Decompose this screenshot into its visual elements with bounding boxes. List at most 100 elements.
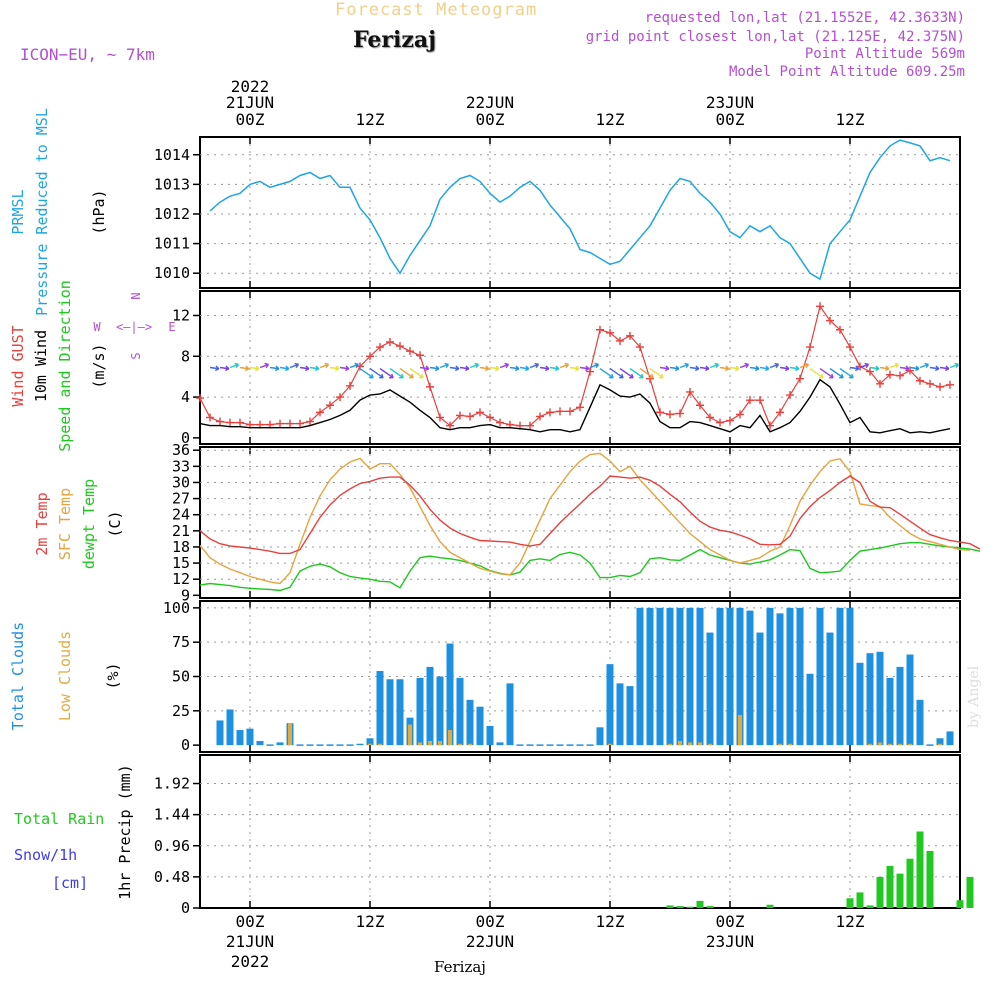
wind-arrowhead — [609, 373, 614, 379]
wind-arrowhead — [525, 365, 530, 372]
wind-arrow — [599, 367, 614, 379]
wind-arrowhead — [755, 365, 760, 372]
total-clouds-bar — [766, 607, 774, 746]
wind-arrowhead — [735, 365, 740, 372]
total-clouds-bar — [596, 727, 604, 746]
gust-marker — [886, 370, 894, 379]
wind-arrow — [359, 367, 374, 379]
total-clouds-bar — [486, 725, 494, 746]
wind-label-2: Speed and Direction — [56, 280, 74, 452]
y-tick-label: 1012 — [154, 205, 190, 223]
wind-arrowhead — [885, 365, 890, 372]
gust-marker — [936, 382, 944, 391]
rain-bar — [886, 865, 894, 908]
gust-marker — [276, 419, 284, 428]
gust-marker — [386, 338, 394, 346]
wind-arrowhead — [255, 365, 260, 372]
total-clouds-bar — [456, 677, 464, 746]
gust-marker — [916, 376, 924, 385]
total-clouds-bar — [726, 607, 734, 746]
wind-arrow — [419, 366, 430, 370]
wind-arrow — [859, 363, 869, 369]
gust-marker — [366, 352, 374, 361]
rain-bar — [846, 898, 854, 908]
total-clouds-bar — [816, 607, 824, 746]
y-tick-label: 1013 — [154, 175, 190, 193]
total-clouds-bar — [626, 686, 634, 746]
wind-arrow — [769, 363, 779, 369]
rain-axis-label: 1hr Precip (mm) — [116, 764, 134, 899]
gust-marker — [696, 401, 704, 410]
y-tick-label: 0 — [181, 429, 190, 447]
total-clouds-bar — [896, 666, 904, 746]
gust-marker — [566, 407, 574, 416]
y-tick-label: 36 — [172, 441, 190, 459]
low-clouds-bar — [608, 743, 612, 746]
gust-marker — [486, 413, 494, 422]
low-clouds-bar — [288, 723, 292, 746]
wind-arrow — [719, 366, 730, 370]
date-label-top: 23JUN — [706, 93, 754, 112]
total-clouds-bar — [646, 607, 654, 746]
wind-arrow — [269, 366, 280, 370]
clouds-label-1: Low Clouds — [56, 631, 74, 721]
wind-arrow — [579, 366, 590, 370]
low-clouds-bar — [698, 742, 702, 746]
wind-arrow — [489, 366, 500, 370]
y-tick-label: 1.92 — [154, 775, 190, 793]
y-tick-label: 21 — [172, 522, 190, 540]
total-clouds-bar — [946, 731, 954, 746]
wind-arrow — [699, 366, 710, 370]
total-clouds-bar — [836, 607, 844, 746]
gust-marker — [476, 408, 484, 417]
wind-arrow — [639, 367, 654, 379]
wind-arrow — [349, 363, 359, 369]
prmsl-label-1: Pressure Reduced to MSL — [33, 108, 51, 316]
total-clouds-bar — [866, 653, 874, 746]
y-tick-label: 24 — [172, 506, 190, 524]
wind-arrowhead — [954, 362, 960, 369]
total-clouds-bar — [506, 683, 514, 746]
date-label-bottom: 21JUN — [226, 932, 274, 951]
low-clouds-bar — [708, 743, 712, 746]
wind-arrow — [669, 366, 680, 370]
wind-label-0: Wind GUST — [9, 325, 27, 406]
gust-marker — [626, 331, 634, 340]
total-clouds-bar — [386, 679, 394, 746]
rain-bar — [926, 850, 934, 908]
wind-arrow — [649, 367, 664, 379]
x-tick-label-top: 00Z — [716, 110, 745, 129]
wind-arrowhead — [665, 365, 670, 372]
rain-bar — [706, 906, 714, 908]
wind-arrow — [369, 367, 384, 379]
wind-arrowhead — [839, 373, 844, 379]
date-label-bottom: 22JUN — [466, 932, 514, 951]
y-tick-label: 4 — [181, 388, 190, 406]
y-tick-label: 15 — [172, 554, 190, 572]
rain-side-label-1: Snow/1h — [14, 846, 77, 864]
temp2m-line — [199, 475, 981, 555]
gust-marker — [816, 302, 824, 311]
gust-marker — [946, 380, 954, 389]
wind-arrowhead — [819, 373, 824, 379]
wind-speed-line — [199, 378, 951, 434]
rain-bar — [906, 858, 914, 908]
footer-location: Ferizaj — [434, 958, 486, 976]
wind-arrow — [919, 363, 929, 369]
gust-marker — [546, 408, 554, 417]
y-tick-label: 0.96 — [154, 837, 190, 855]
wind-arrowhead — [905, 365, 910, 372]
total-clouds-bar — [476, 706, 484, 746]
wind-arrow — [899, 366, 910, 370]
gust-marker — [616, 336, 624, 345]
wind-arrow — [839, 367, 854, 379]
wind-arrowhead — [915, 365, 920, 372]
rain-bar — [966, 876, 974, 908]
y-tick-label: 27 — [172, 490, 190, 508]
wind-arrowhead — [389, 373, 394, 379]
wind-arrow — [829, 367, 844, 379]
wind-arrow — [789, 366, 800, 370]
wind-arrowhead — [659, 373, 664, 379]
rain-bar — [956, 900, 964, 908]
wind-arrow — [569, 366, 580, 370]
